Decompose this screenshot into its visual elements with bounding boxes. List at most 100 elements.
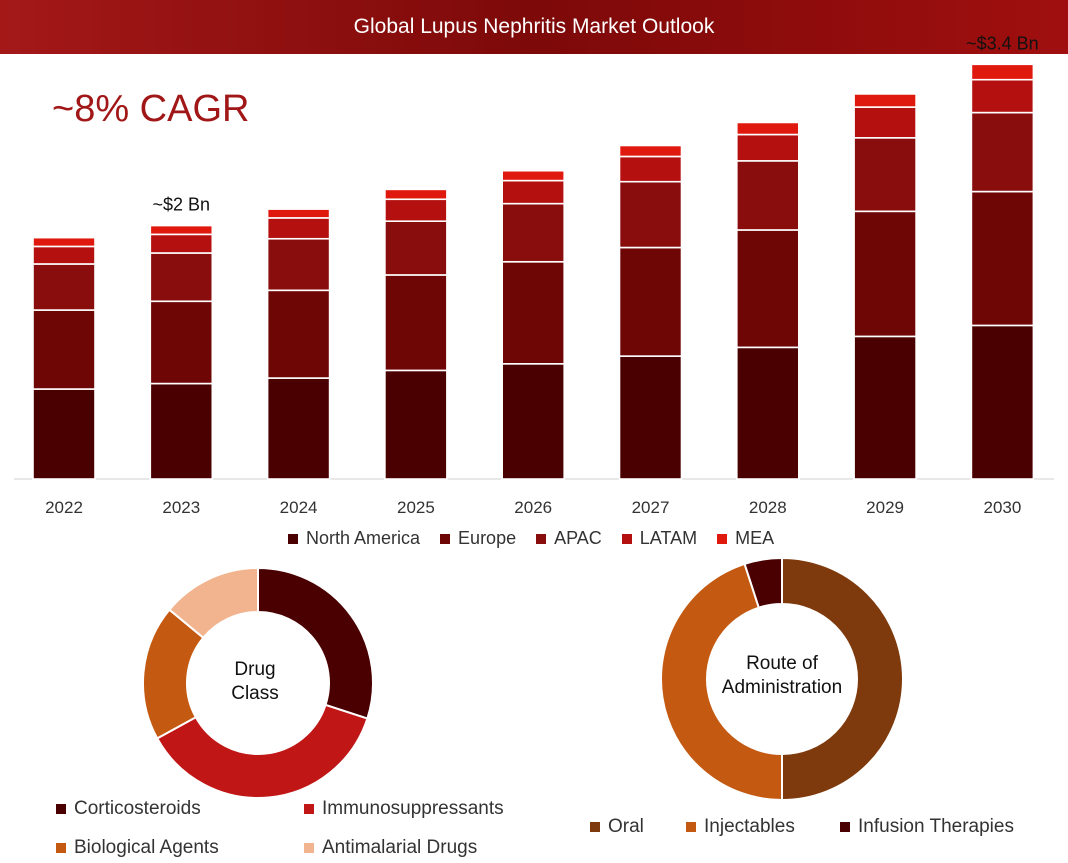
bar-2026-latam <box>501 179 566 205</box>
bar-2024-north-america <box>266 377 331 480</box>
x-tick-label-2023: 2023 <box>162 498 200 517</box>
route-slice-oral <box>781 556 904 802</box>
bar-2027-europe <box>618 246 683 357</box>
bar-2025-europe <box>384 274 448 372</box>
route-center-label: Route of Administration <box>702 652 862 700</box>
bar-2023-apac <box>149 252 214 303</box>
legend-label: Antimalarial Drugs <box>322 837 478 858</box>
total-annotation-2023: ~$2 Bn <box>153 195 211 215</box>
route-center-line1: Route of <box>746 653 818 674</box>
bar-2023-mea <box>149 224 214 236</box>
legend-label: Immunosuppressants <box>322 798 504 819</box>
legend-label: Infusion Therapies <box>858 816 1014 837</box>
bar-2027-north-america <box>618 355 683 480</box>
x-tick-label-2024: 2024 <box>280 498 318 517</box>
legend-label: APAC <box>554 528 602 548</box>
route-legend-item-infusion-therapies: Infusion Therapies <box>840 816 1014 838</box>
chart-title: Global Lupus Nephritis Market Outlook <box>353 15 715 38</box>
legend-item-europe: Europe <box>440 528 516 549</box>
route-legend-item-oral: Oral <box>590 816 644 838</box>
legend-swatch <box>686 822 696 832</box>
bar-legend: North America Europe APAC LATAM MEA <box>288 528 794 549</box>
drug-class-center-label: Drug Class <box>205 658 305 706</box>
bar-2029-latam <box>853 106 917 139</box>
bar-2030-europe <box>970 190 1035 327</box>
legend-swatch <box>304 804 314 814</box>
x-tick-label-2025: 2025 <box>397 498 435 517</box>
bar-2023-north-america <box>149 382 214 480</box>
title-bar: Global Lupus Nephritis Market Outlook <box>0 0 1068 54</box>
bar-2022-apac <box>32 263 96 311</box>
route-slice-infusion-therapies <box>743 556 783 609</box>
route-slice-injectables <box>660 562 783 802</box>
bar-2028-latam <box>735 133 800 162</box>
drug-class-legend-item-biological-agents: Biological Agents <box>56 837 219 859</box>
x-tick-label-2022: 2022 <box>45 498 83 517</box>
drug-class-legend-item-antimalarial-drugs: Antimalarial Drugs <box>304 837 477 859</box>
bar-2024-apac <box>266 237 331 292</box>
bar-2030-north-america <box>970 324 1035 480</box>
bar-2023-latam <box>149 233 214 254</box>
bar-2029-mea <box>853 93 917 108</box>
bar-2028-europe <box>735 229 800 349</box>
bar-2030-latam <box>970 78 1035 114</box>
drug-class-slice-antimalarial-drugs <box>167 566 259 640</box>
bar-2025-mea <box>384 188 448 201</box>
bar-2022-mea <box>32 236 96 248</box>
legend-swatch <box>56 843 66 853</box>
legend-label: Corticosteroids <box>74 798 201 819</box>
legend-swatch <box>840 822 850 832</box>
legend-item-apac: APAC <box>536 528 602 549</box>
x-tick-label-2027: 2027 <box>632 498 670 517</box>
bar-2024-latam <box>266 217 331 240</box>
x-tick-label-2026: 2026 <box>514 498 552 517</box>
route-legend-item-injectables: Injectables <box>686 816 795 838</box>
legend-swatch <box>304 843 314 853</box>
legend-label: Biological Agents <box>74 837 219 858</box>
legend-label: Oral <box>608 816 644 837</box>
legend-item-mea: MEA <box>717 528 774 549</box>
bar-2027-apac <box>618 180 683 249</box>
legend-swatch <box>288 533 298 544</box>
bar-2024-europe <box>266 289 331 379</box>
x-tick-label-2030: 2030 <box>983 498 1021 517</box>
drug-class-center-line2: Class <box>231 683 279 704</box>
bar-2028-apac <box>735 160 800 231</box>
legend-label: LATAM <box>639 528 698 548</box>
bar-2027-mea <box>618 144 683 158</box>
bar-2030-mea <box>970 63 1035 81</box>
legend-item-latam: LATAM <box>621 528 698 549</box>
bar-2023-europe <box>149 300 214 385</box>
bar-2029-europe <box>853 210 917 338</box>
bar-2022-latam <box>32 245 96 265</box>
drug-class-slice-corticosteroids <box>257 566 374 720</box>
x-tick-label-2028: 2028 <box>749 498 787 517</box>
drug-class-legend-item-corticosteroids: Corticosteroids <box>56 798 201 820</box>
legend-label: North America <box>306 528 421 548</box>
bar-2024-mea <box>266 208 331 219</box>
drug-class-center-line1: Drug <box>234 659 276 680</box>
legend-item-north-america: North America <box>288 528 420 549</box>
bar-2028-north-america <box>735 346 800 480</box>
x-tick-label-2029: 2029 <box>866 498 904 517</box>
legend-swatch <box>717 533 728 544</box>
route-center-line2: Administration <box>721 677 843 698</box>
legend-swatch <box>56 804 66 814</box>
bar-2029-north-america <box>853 335 917 480</box>
legend-label: Injectables <box>704 816 795 837</box>
bar-2022-europe <box>32 309 96 390</box>
legend-label: MEA <box>735 528 775 548</box>
bar-2029-apac <box>853 137 917 213</box>
bar-2028-mea <box>735 121 800 136</box>
drug-class-slice-immunosuppressants <box>155 703 369 799</box>
legend-swatch <box>536 533 547 544</box>
legend-swatch <box>440 533 451 544</box>
bar-2026-apac <box>501 202 566 263</box>
bar-2027-latam <box>618 155 683 183</box>
bar-2030-apac <box>970 111 1035 193</box>
drug-class-legend-item-immunosuppressants: Immunosuppressants <box>304 798 504 820</box>
legend-label: Europe <box>458 528 517 548</box>
legend-swatch <box>590 822 600 832</box>
bar-2025-latam <box>384 198 448 222</box>
